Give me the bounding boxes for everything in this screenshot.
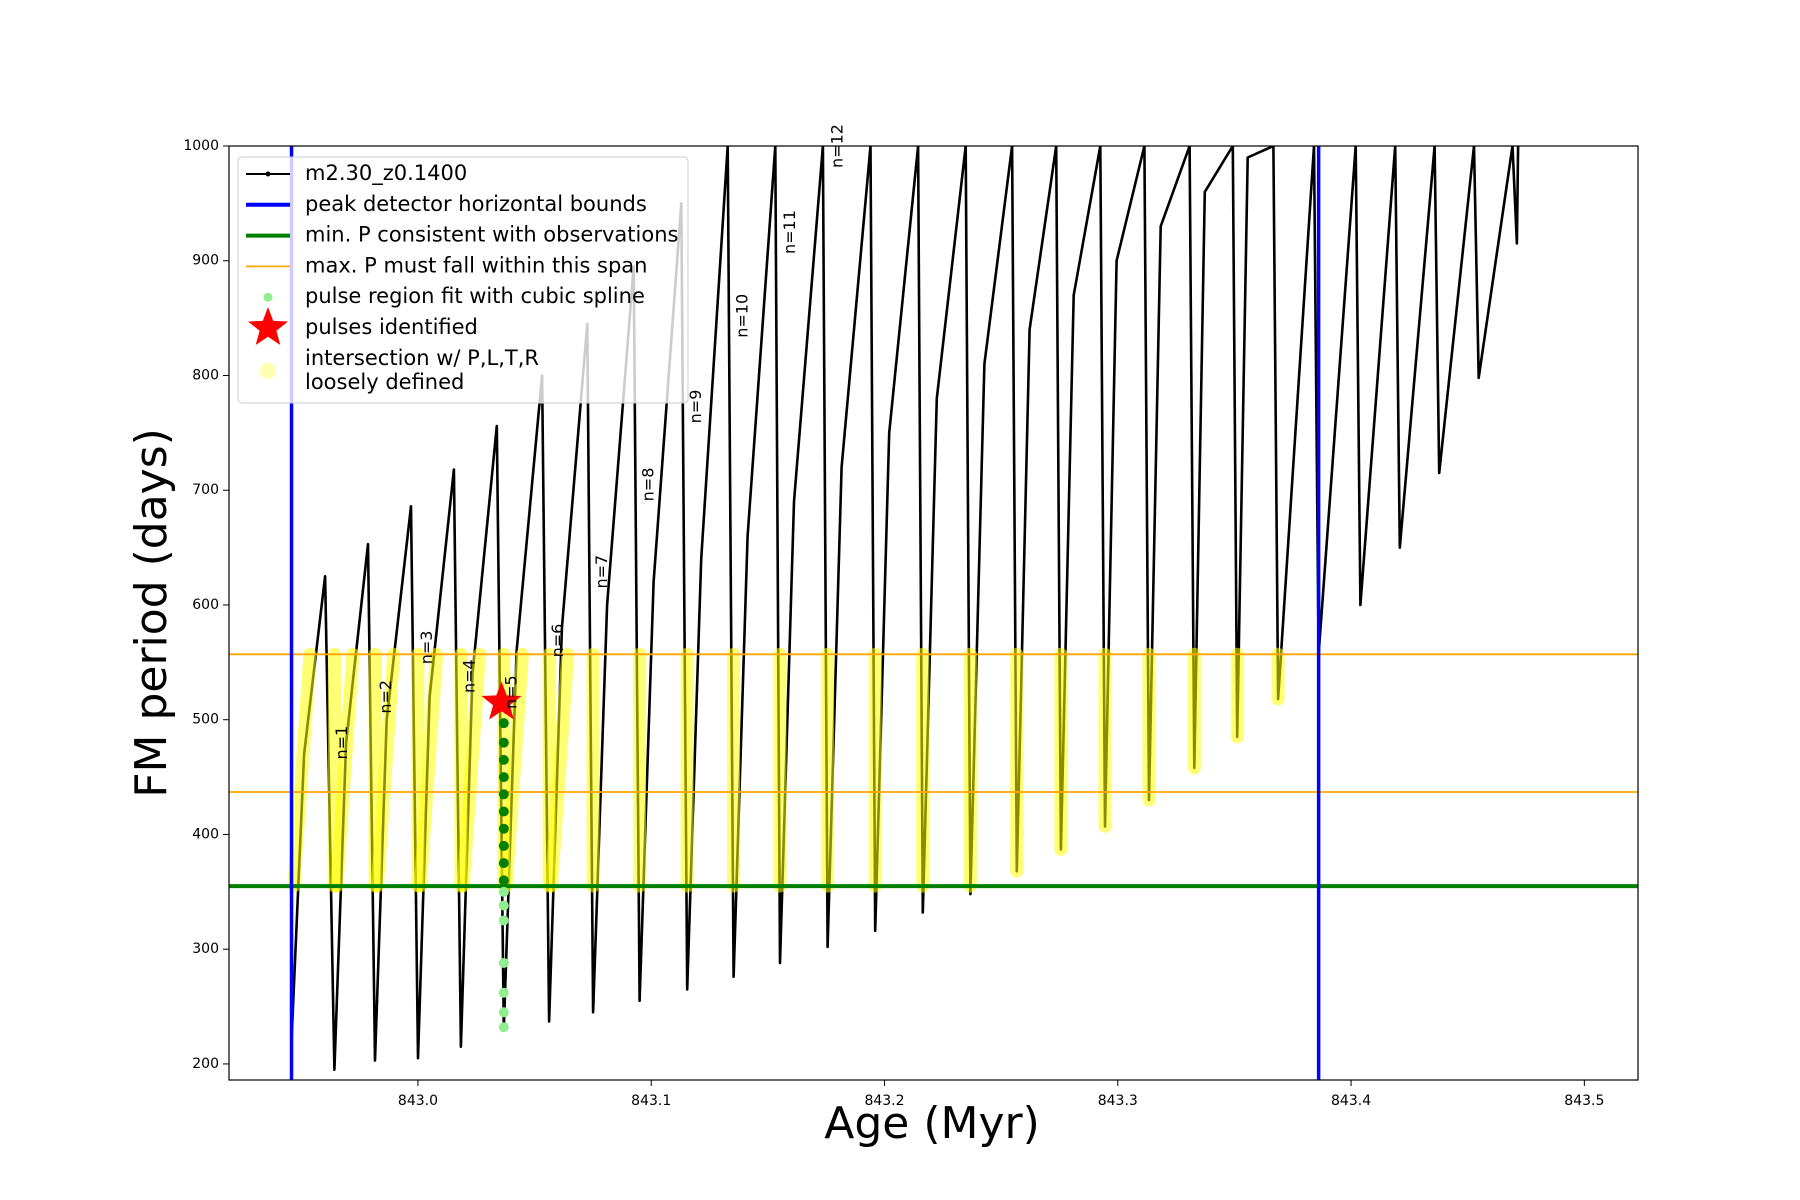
x-tick-label: 843.0 bbox=[398, 1093, 438, 1109]
x-tick-label: 843.5 bbox=[1564, 1093, 1604, 1109]
pulse-number-label: n=9 bbox=[686, 390, 705, 424]
plot-frame bbox=[228, 145, 1639, 1081]
pulse-number-label: n=10 bbox=[732, 294, 751, 338]
pulse-number-label: n=7 bbox=[592, 555, 611, 589]
x-axis-label: Age (Myr) bbox=[824, 1098, 1040, 1149]
loose-intersection bbox=[287, 647, 317, 893]
legend-handle bbox=[265, 171, 271, 177]
fit-point bbox=[498, 875, 509, 886]
legend-label-line: intersection w/ P,L,T,R bbox=[305, 346, 539, 370]
fit-point bbox=[498, 772, 509, 783]
x-tick-label: 843.2 bbox=[864, 1093, 904, 1109]
fit-point bbox=[498, 718, 509, 729]
y-tick-label: 500 bbox=[192, 712, 219, 728]
fit-point bbox=[498, 957, 509, 968]
pulse-number-label: n=8 bbox=[638, 468, 657, 502]
fit-point bbox=[498, 754, 509, 765]
pulse-number-label: n=3 bbox=[417, 631, 436, 665]
y-tick-label: 300 bbox=[192, 941, 219, 957]
fit-point bbox=[498, 1007, 509, 1018]
x-tick-label: 843.3 bbox=[1098, 1093, 1138, 1109]
y-tick-label: 900 bbox=[192, 253, 219, 269]
pulse-number-label: n=2 bbox=[376, 680, 395, 714]
fit-point bbox=[498, 840, 509, 851]
y-tick-label: 600 bbox=[192, 597, 219, 613]
legend-label: pulse region fit with cubic spline bbox=[305, 284, 645, 308]
legend-handle bbox=[248, 307, 288, 345]
fit-point bbox=[498, 987, 509, 998]
plot-layer bbox=[229, 146, 1638, 1080]
legend-label: max. P must fall within this span bbox=[305, 253, 647, 277]
y-tick-label: 200 bbox=[192, 1056, 219, 1072]
fit-point bbox=[498, 858, 509, 869]
y-tick-label: 400 bbox=[192, 826, 219, 842]
pulse-number-label: n=11 bbox=[780, 210, 799, 254]
pulse-number-label: n=1 bbox=[332, 726, 351, 760]
x-tick-label: 843.4 bbox=[1331, 1093, 1371, 1109]
fit-point bbox=[498, 737, 509, 748]
fit-point bbox=[498, 789, 509, 800]
y-tick-label: 1000 bbox=[183, 138, 219, 154]
x-tick-label: 843.1 bbox=[631, 1093, 671, 1109]
fit-point bbox=[498, 886, 509, 897]
pulse-number-label: n=6 bbox=[548, 624, 567, 658]
fit-point bbox=[498, 915, 509, 926]
y-tick-label: 800 bbox=[192, 367, 219, 383]
data-line bbox=[290, 146, 1520, 1071]
legend-label-line: loosely defined bbox=[305, 370, 464, 394]
legend-label: intersection w/ P,L,T,R loosely defined bbox=[305, 346, 539, 394]
legend-box bbox=[237, 156, 689, 404]
pulse-number-label: n=4 bbox=[460, 659, 479, 693]
legend-label: m2.30_z0.1400 bbox=[305, 161, 467, 186]
legend-handle bbox=[263, 292, 273, 302]
legend-label: min. P consistent with observations bbox=[305, 223, 678, 247]
fit-point bbox=[498, 806, 509, 817]
fit-point bbox=[498, 1022, 509, 1033]
pulse-star bbox=[481, 681, 522, 720]
y-axis-label: FM period (days) bbox=[126, 428, 177, 798]
pulse-number-label: n=5 bbox=[501, 675, 520, 709]
legend-label: peak detector horizontal bounds bbox=[305, 192, 647, 216]
y-tick-label: 700 bbox=[192, 482, 219, 498]
fit-point bbox=[498, 900, 509, 911]
legend-handle bbox=[260, 362, 276, 379]
legend-label: pulses identified bbox=[305, 315, 478, 339]
fit-point bbox=[498, 823, 509, 834]
